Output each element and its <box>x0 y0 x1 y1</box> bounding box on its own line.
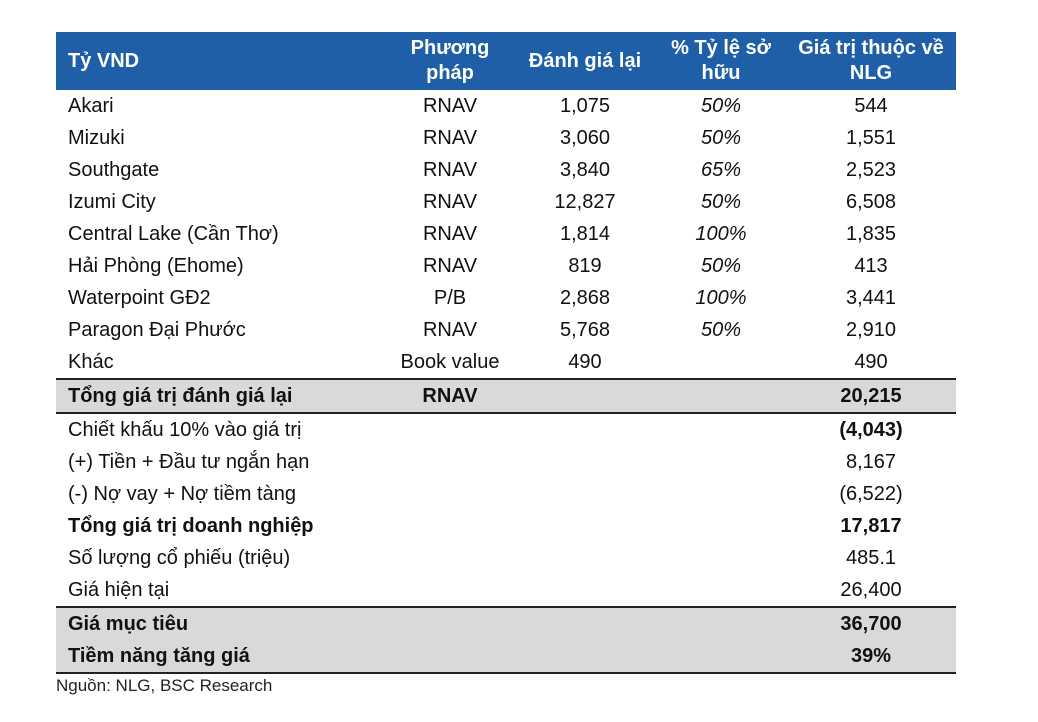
project-name: Khác <box>68 350 114 373</box>
table-row: Central Lake (Cần Thơ) RNAV 1,814 100% 1… <box>56 218 956 250</box>
upside-value: 39% <box>850 644 892 667</box>
cash-row: (+) Tiền + Đầu tư ngắn hạn 8,167 <box>56 446 956 478</box>
header-method: Phương pháp <box>410 37 490 84</box>
method: RNAV <box>422 158 478 181</box>
total-revaluation-value: 20,215 <box>840 384 902 407</box>
method: RNAV <box>422 222 478 245</box>
revaluation: 12,827 <box>554 190 616 213</box>
shares-value: 485.1 <box>845 546 897 569</box>
revaluation: 1,814 <box>559 222 611 245</box>
project-rows: Akari RNAV 1,075 50% 544 Mizuki RNAV 3,0… <box>56 90 956 378</box>
total-revaluation-method: RNAV <box>422 384 478 407</box>
nlg-value: 490 <box>854 350 888 373</box>
table-row: Paragon Đại Phước RNAV 5,768 50% 2,910 <box>56 314 956 346</box>
cash-label: (+) Tiền + Đầu tư ngắn hạn <box>68 450 310 473</box>
header-ownership: % Tỷ lệ sở hữu <box>671 37 771 84</box>
enterprise-value-row: Tổng giá trị doanh nghiệp 17,817 <box>56 510 956 542</box>
project-name: Paragon Đại Phước <box>68 318 246 341</box>
ownership: 100% <box>695 286 747 309</box>
project-name: Akari <box>68 94 114 117</box>
debt-row: (-) Nợ vay + Nợ tiềm tàng (6,522) <box>56 478 956 510</box>
upside-row: Tiềm năng tăng giá 39% <box>56 640 956 674</box>
revaluation: 490 <box>568 350 602 373</box>
method: RNAV <box>422 94 478 117</box>
debt-label: (-) Nợ vay + Nợ tiềm tàng <box>68 482 296 505</box>
upside-label: Tiềm năng tăng giá <box>68 644 250 667</box>
ownership: 50% <box>700 94 742 117</box>
source-note: Nguồn: NLG, BSC Research <box>56 676 273 695</box>
shares-row: Số lượng cổ phiếu (triệu) 485.1 <box>56 542 956 574</box>
table-row: Hải Phòng (Ehome) RNAV 819 50% 413 <box>56 250 956 282</box>
total-revaluation-row: Tổng giá trị đánh giá lại RNAV 20,215 <box>56 378 956 414</box>
method: P/B <box>433 286 467 309</box>
table-header: Tỷ VND Phương pháp Đánh giá lại % Tỷ lệ … <box>56 32 956 90</box>
nlg-value: 413 <box>854 254 888 277</box>
header-revaluation: Đánh giá lại <box>528 49 642 72</box>
nlg-value: 6,508 <box>845 190 897 213</box>
total-revaluation-label: Tổng giá trị đánh giá lại <box>68 384 293 407</box>
nlg-value: 544 <box>854 94 888 117</box>
valuation-table: Tỷ VND Phương pháp Đánh giá lại % Tỷ lệ … <box>56 32 956 674</box>
target-price-row: Giá mục tiêu 36,700 <box>56 606 956 640</box>
ownership: 50% <box>700 318 742 341</box>
current-price-value: 26,400 <box>840 578 902 601</box>
method: RNAV <box>422 126 478 149</box>
header-nlg-value: Giá trị thuộc về NLG <box>798 37 944 84</box>
ownership: 50% <box>700 126 742 149</box>
discount-value: (4,043) <box>839 418 903 441</box>
method: RNAV <box>422 254 478 277</box>
project-name: Mizuki <box>68 126 125 149</box>
debt-value: (6,522) <box>839 482 903 505</box>
table-row: Southgate RNAV 3,840 65% 2,523 <box>56 154 956 186</box>
method: RNAV <box>422 190 478 213</box>
project-name: Southgate <box>68 158 160 181</box>
ownership: 50% <box>700 254 742 277</box>
nlg-value: 1,551 <box>845 126 897 149</box>
cash-value: 8,167 <box>845 450 897 473</box>
nlg-value: 3,441 <box>845 286 897 309</box>
shares-label: Số lượng cổ phiếu (triệu) <box>68 546 291 569</box>
nlg-value: 2,910 <box>845 318 897 341</box>
revaluation: 3,060 <box>559 126 611 149</box>
revaluation: 5,768 <box>559 318 611 341</box>
nlg-value: 2,523 <box>845 158 897 181</box>
ownership: 65% <box>700 158 742 181</box>
table-row: Waterpoint GĐ2 P/B 2,868 100% 3,441 <box>56 282 956 314</box>
revaluation: 1,075 <box>559 94 611 117</box>
project-name: Central Lake (Cần Thơ) <box>68 222 279 245</box>
revaluation: 3,840 <box>559 158 611 181</box>
revaluation: 2,868 <box>559 286 611 309</box>
nlg-value: 1,835 <box>845 222 897 245</box>
ownership: 50% <box>700 190 742 213</box>
method: Book value <box>400 350 500 373</box>
discount-row: Chiết khấu 10% vào giá trị (4,043) <box>56 414 956 446</box>
discount-label: Chiết khấu 10% vào giá trị <box>68 418 302 441</box>
target-price-label: Giá mục tiêu <box>68 612 189 635</box>
project-name: Waterpoint GĐ2 <box>68 286 211 309</box>
method: RNAV <box>422 318 478 341</box>
table-row: Akari RNAV 1,075 50% 544 <box>56 90 956 122</box>
project-name: Izumi City <box>68 190 156 213</box>
table-row: Khác Book value 490 490 <box>56 346 956 378</box>
target-price-value: 36,700 <box>840 612 902 635</box>
table-row: Mizuki RNAV 3,060 50% 1,551 <box>56 122 956 154</box>
enterprise-value: 17,817 <box>840 514 902 537</box>
ownership: 100% <box>695 222 747 245</box>
header-unit: Tỷ VND <box>68 49 140 72</box>
revaluation: 819 <box>568 254 602 277</box>
current-price-row: Giá hiện tại 26,400 <box>56 574 956 606</box>
table-row: Izumi City RNAV 12,827 50% 6,508 <box>56 186 956 218</box>
enterprise-value-label: Tổng giá trị doanh nghiệp <box>68 514 314 537</box>
project-name: Hải Phòng (Ehome) <box>68 254 244 277</box>
current-price-label: Giá hiện tại <box>68 578 170 601</box>
